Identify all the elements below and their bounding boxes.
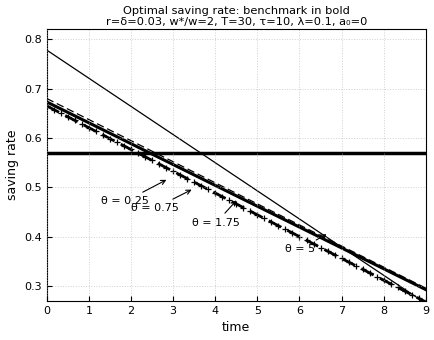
Text: θ = 0.25: θ = 0.25 bbox=[101, 181, 165, 206]
Text: θ = 5: θ = 5 bbox=[284, 235, 325, 254]
Y-axis label: saving rate: saving rate bbox=[6, 130, 19, 200]
X-axis label: time: time bbox=[222, 321, 250, 335]
Text: θ = 0.75: θ = 0.75 bbox=[131, 190, 190, 213]
Title: Optimal saving rate: benchmark in bold
r=δ=0.03, w*/w=2, T=30, τ=10, λ=0.1, a₀=0: Optimal saving rate: benchmark in bold r… bbox=[105, 5, 366, 27]
Text: θ = 1.75: θ = 1.75 bbox=[192, 201, 240, 228]
